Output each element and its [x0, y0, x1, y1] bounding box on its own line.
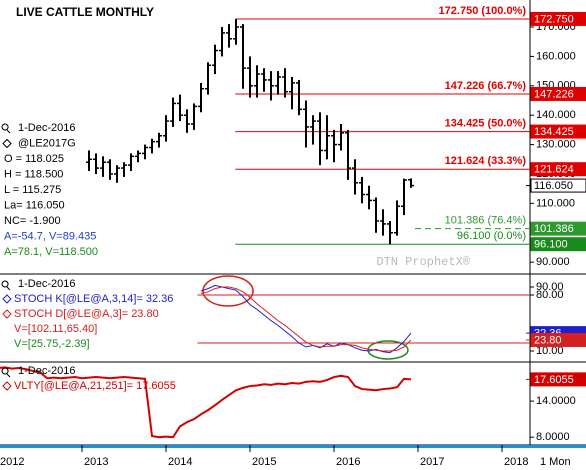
legend-icon [2, 309, 12, 319]
value-flag [530, 372, 586, 387]
level-label: 96.100 (0.0%) [457, 230, 526, 242]
info-text: @LE2017G [18, 137, 76, 149]
highlight-circle [367, 340, 409, 360]
legend-entry: VLTY[@LE@A,21,251]= 17.6055 [14, 380, 176, 392]
info-text: A=78.1, V=118.500 [4, 246, 98, 258]
value-flag [530, 178, 586, 193]
level-label: 172.750 (100.0%) [439, 5, 527, 17]
level-label: 121.624 (33.3%) [445, 155, 527, 167]
value-flag-label: 134.425 [534, 126, 574, 138]
y-tick-label: 130.000 [536, 138, 576, 150]
value-flag [530, 237, 586, 252]
value-flag-label: 116.050 [534, 180, 573, 192]
y-tick-label: 90.00 [536, 281, 564, 293]
value-flag-label: 172.750 [534, 13, 574, 25]
value-flag [530, 162, 586, 177]
legend-icon [2, 138, 12, 149]
highlight-circle [202, 275, 254, 307]
level-label: 134.425 (50.0%) [445, 117, 527, 129]
info-text: NC= -1.900 [4, 215, 61, 227]
value-flag [530, 221, 586, 236]
watermark: DTN ProphetX® [376, 255, 470, 269]
date-label: 1-Dec-2016 [18, 278, 75, 290]
x-tick-label: 2013 [84, 456, 108, 468]
legend-icon [2, 294, 12, 304]
note-text: V=[25.75,-2.39] [14, 338, 90, 350]
y-tick-label: 160.000 [536, 50, 576, 62]
time-bar [0, 445, 586, 448]
legend-entry: STOCH D[@LE@A,3]= 23.80 [14, 308, 159, 320]
x-tick-label: 2014 [168, 456, 192, 468]
y-tick-label: 90.000 [536, 256, 570, 268]
value-flag-label: 121.624 [534, 164, 574, 176]
legend-entry: STOCH K[@LE@A,3,14]= 32.36 [14, 293, 173, 305]
value-flag-label: 101.386 [534, 223, 574, 235]
legend-icon [1, 123, 11, 134]
value-flag-label: 23.80 [534, 334, 562, 346]
level-label: 101.386 (76.4%) [445, 215, 526, 227]
y-tick-label: 80.00 [536, 289, 564, 301]
series-line [200, 286, 412, 352]
y-tick-label: 140.000 [536, 109, 576, 121]
x-tick-label: 2015 [252, 456, 276, 468]
series-line [200, 284, 412, 354]
x-tick-label: 2012 [0, 456, 24, 468]
date-label: 1-Dec-2016 [18, 365, 75, 377]
value-flag [530, 332, 586, 347]
legend-icon [1, 367, 11, 378]
value-flag-label: 96.100 [534, 239, 568, 251]
series-line [0, 366, 412, 439]
x-tick-label: 2018 [504, 456, 528, 468]
value-flag [530, 86, 586, 101]
info-text: A=-54.7, V=89.435 [4, 230, 96, 242]
legend-icon [1, 280, 11, 291]
info-text: 1-Dec-2016 [18, 122, 75, 134]
value-flag-label: 17.6055 [534, 374, 574, 386]
y-tick-label: 14.0000 [536, 395, 576, 407]
legend-icon [2, 381, 12, 391]
info-text: O = 118.025 [4, 153, 64, 165]
info-text: L = 115.275 [4, 184, 61, 196]
period-label: 1 Mon [540, 456, 571, 468]
y-tick-label: 10.00 [536, 345, 564, 357]
level-label: 147.226 (66.7%) [445, 80, 527, 92]
x-tick-label: 2017 [420, 456, 444, 468]
y-tick-label: 8.0000 [536, 431, 570, 443]
y-tick-label: 110.000 [536, 197, 575, 209]
info-text: H = 118.500 [4, 168, 63, 180]
chart-title: LIVE CATTLE MONTHLY [16, 5, 154, 19]
x-tick-label: 2016 [336, 456, 360, 468]
value-flag-label: 147.226 [534, 88, 574, 100]
note-text: V=[102.11,65.40] [14, 323, 97, 335]
value-flag [530, 11, 586, 26]
value-flag [530, 124, 586, 139]
info-text: La= 116.050 [4, 199, 65, 211]
